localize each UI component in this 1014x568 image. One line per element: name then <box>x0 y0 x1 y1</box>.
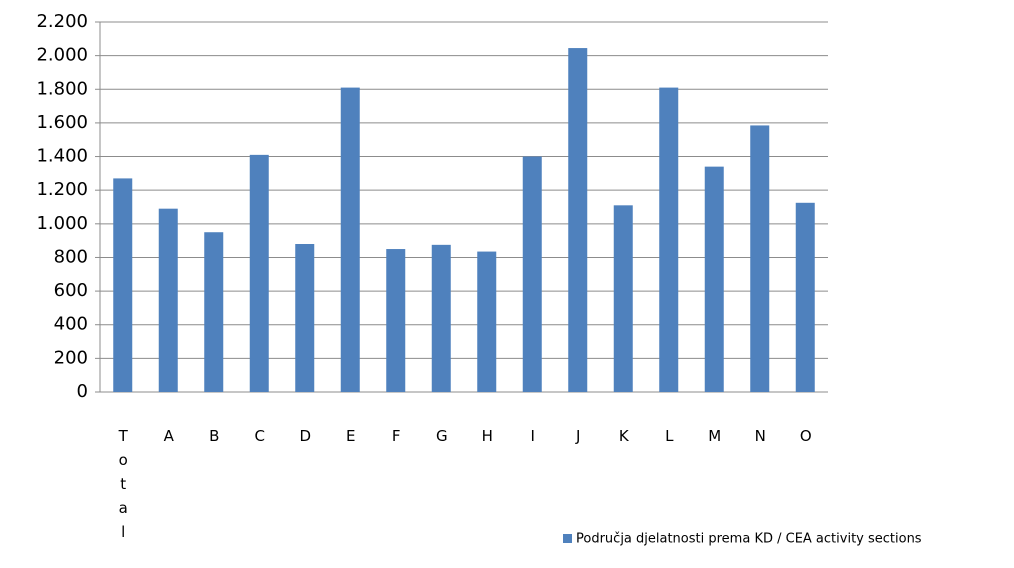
x-tick-label: L <box>660 427 678 451</box>
bar <box>704 166 724 392</box>
bar <box>340 87 360 392</box>
bar <box>386 249 406 392</box>
x-tick-label: K <box>615 427 633 451</box>
bar <box>795 202 815 392</box>
y-tick-label: 400 <box>54 314 88 335</box>
x-tick-label: H <box>478 427 496 451</box>
y-tick-label: 1.600 <box>36 112 88 133</box>
x-tick-label: G <box>433 427 451 451</box>
y-tick-label: 1.800 <box>36 78 88 99</box>
x-tick-label: C <box>251 427 269 451</box>
y-tick-label: 1.400 <box>36 146 88 167</box>
legend-swatch <box>563 534 572 543</box>
x-tick-label: O <box>797 427 815 451</box>
x-tick-label: B <box>205 427 223 451</box>
x-tick-label: A <box>160 427 178 451</box>
x-tick-label: Total <box>114 427 132 547</box>
bar <box>113 178 133 392</box>
x-tick-label: D <box>296 427 314 451</box>
bar <box>249 154 269 392</box>
y-tick-label: 2.000 <box>36 45 88 66</box>
bar <box>522 156 542 392</box>
y-tick-label: 200 <box>54 347 88 368</box>
bar <box>613 205 633 392</box>
y-tick-label: 0 <box>77 381 88 402</box>
x-tick-label: E <box>342 427 360 451</box>
x-tick-label: F <box>387 427 405 451</box>
bar <box>295 244 315 392</box>
y-tick-label: 1.000 <box>36 213 88 234</box>
x-tick-label: N <box>751 427 769 451</box>
y-tick-label: 800 <box>54 246 88 267</box>
legend-label: Područja djelatnosti prema KD / CEA acti… <box>576 532 922 547</box>
x-tick-label: M <box>706 427 724 451</box>
bar <box>204 232 224 392</box>
bar <box>431 244 451 392</box>
bar <box>659 87 679 392</box>
bar <box>477 251 497 392</box>
y-tick-label: 600 <box>54 280 88 301</box>
bar <box>158 208 178 392</box>
x-tick-label: J <box>569 427 587 451</box>
y-tick-label: 1.200 <box>36 179 88 200</box>
bar <box>750 125 770 392</box>
y-tick-label: 2.200 <box>36 11 88 32</box>
bar <box>568 48 588 393</box>
x-tick-label: I <box>524 427 542 451</box>
